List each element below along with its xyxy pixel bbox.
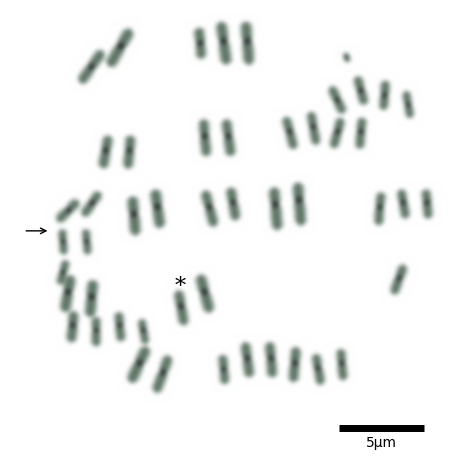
Text: 5μm: 5μm: [365, 436, 397, 449]
Text: *: *: [175, 275, 186, 298]
